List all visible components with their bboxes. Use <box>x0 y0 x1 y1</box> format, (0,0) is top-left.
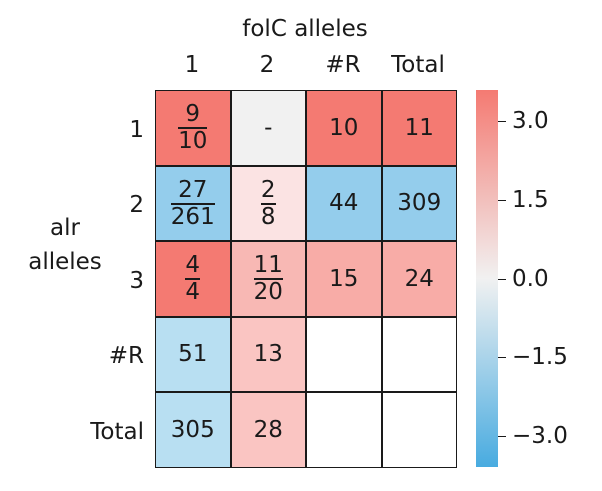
heatmap-cell: 10 <box>306 90 382 166</box>
fraction-bar <box>185 278 201 281</box>
cell-numerator: 4 <box>185 252 201 279</box>
cell-value: 305 <box>170 416 215 443</box>
row-label: 1 <box>129 117 144 143</box>
heatmap-cell: 11 <box>381 90 457 166</box>
heatmap-cell: 51 <box>155 316 231 392</box>
cell-fraction: 11 20 <box>253 252 283 306</box>
colorbar <box>476 90 498 467</box>
colorbar-tick-label: −3.0 <box>512 422 568 449</box>
row-title-line: alr <box>50 215 80 241</box>
heatmap-cell: 9 10 <box>155 90 231 166</box>
cell-value: 51 <box>178 341 208 368</box>
fraction-bar <box>253 278 283 281</box>
colorbar-tick <box>498 435 506 437</box>
cell-value: 13 <box>253 341 283 368</box>
fraction-bar <box>260 202 276 205</box>
cell-numerator: 11 <box>253 252 283 279</box>
colorbar-tick <box>498 121 506 123</box>
row-label: 2 <box>129 192 144 218</box>
cell-fraction: 27 261 <box>170 176 215 230</box>
colorbar-tick-label: −1.5 <box>512 344 568 371</box>
row-title-line: alleles <box>28 249 102 275</box>
heatmap-cell: 28 <box>230 392 306 468</box>
column-label: 2 <box>259 52 275 78</box>
heatmap-cell <box>306 392 382 468</box>
colorbar-tick <box>498 199 506 201</box>
cell-value: 24 <box>404 265 434 292</box>
cell-value: 15 <box>329 265 359 292</box>
cell-value: 28 <box>253 416 283 443</box>
row-label: Total <box>90 419 144 445</box>
heatmap-cell: 15 <box>306 241 382 317</box>
heatmap-cell: 11 20 <box>230 241 306 317</box>
colorbar-tick <box>498 357 506 359</box>
heatmap-cell <box>381 316 457 392</box>
cell-fraction: 9 10 <box>178 101 208 155</box>
column-label: 1 <box>184 52 200 78</box>
heatmap-cell: 24 <box>381 241 457 317</box>
heatmap-cell: 305 <box>155 392 231 468</box>
cell-denominator: 8 <box>260 203 276 230</box>
row-label: #R <box>108 343 144 369</box>
heatmap-cell: 13 <box>230 316 306 392</box>
heatmap-cell: - <box>230 90 306 166</box>
heatmap-cell <box>381 392 457 468</box>
cell-numerator: 9 <box>185 101 201 128</box>
colorbar-tick <box>498 278 506 280</box>
cell-value: 309 <box>397 190 442 217</box>
fraction-bar <box>178 127 208 130</box>
cell-denominator: 261 <box>170 203 215 230</box>
cell-denominator: 10 <box>178 128 208 155</box>
column-label: Total <box>391 52 445 78</box>
cell-numerator: 2 <box>260 176 276 203</box>
heatmap-cell: 44 <box>306 165 382 241</box>
heatmap-cell: 27 261 <box>155 165 231 241</box>
cell-value: - <box>264 114 273 141</box>
colorbar-tick-label: 3.0 <box>512 108 549 135</box>
cell-value: 10 <box>329 114 359 141</box>
fraction-bar <box>170 202 215 205</box>
colorbar-tick-label: 0.0 <box>512 265 549 292</box>
column-title: folC alleles <box>242 16 368 42</box>
column-label: #R <box>325 52 361 78</box>
cell-numerator: 27 <box>178 176 208 203</box>
cell-value: 44 <box>329 190 359 217</box>
colorbar-tick-label: 1.5 <box>512 186 549 213</box>
cell-denominator: 20 <box>253 279 283 306</box>
heatmap-cell <box>306 316 382 392</box>
heatmap-cell: 309 <box>381 165 457 241</box>
cell-value: 11 <box>404 114 434 141</box>
cell-denominator: 4 <box>185 279 201 306</box>
row-label: 3 <box>129 268 144 294</box>
